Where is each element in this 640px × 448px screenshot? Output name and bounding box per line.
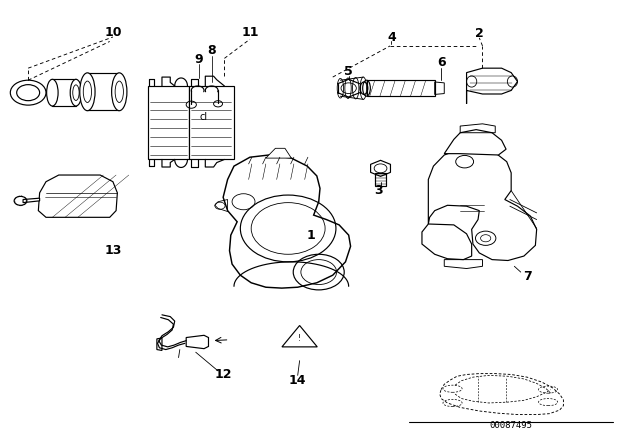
Text: 9: 9 bbox=[195, 53, 204, 66]
Text: 14: 14 bbox=[289, 374, 307, 387]
Ellipse shape bbox=[80, 73, 95, 111]
Polygon shape bbox=[428, 148, 537, 260]
Polygon shape bbox=[266, 148, 291, 158]
Polygon shape bbox=[88, 73, 119, 111]
Text: 11: 11 bbox=[241, 26, 259, 39]
Polygon shape bbox=[148, 86, 189, 159]
Polygon shape bbox=[189, 86, 234, 159]
Text: 00087495: 00087495 bbox=[490, 421, 532, 430]
Text: 10: 10 bbox=[104, 26, 122, 39]
Polygon shape bbox=[223, 155, 351, 288]
Text: 7: 7 bbox=[523, 270, 531, 283]
Polygon shape bbox=[467, 68, 518, 104]
Text: 5: 5 bbox=[344, 65, 353, 78]
Text: 4: 4 bbox=[387, 30, 396, 43]
Text: 12: 12 bbox=[214, 368, 232, 381]
Polygon shape bbox=[52, 79, 76, 106]
Text: 13: 13 bbox=[104, 244, 122, 257]
Text: 3: 3 bbox=[374, 184, 383, 197]
Text: cl: cl bbox=[200, 112, 208, 122]
Ellipse shape bbox=[70, 79, 82, 106]
Text: 6: 6 bbox=[436, 56, 445, 69]
Text: 2: 2 bbox=[475, 27, 484, 40]
Polygon shape bbox=[444, 129, 506, 155]
Polygon shape bbox=[422, 224, 472, 260]
Text: !: ! bbox=[298, 334, 301, 343]
Polygon shape bbox=[23, 198, 40, 202]
Text: 1: 1 bbox=[306, 228, 315, 241]
Text: 8: 8 bbox=[207, 44, 216, 57]
Polygon shape bbox=[38, 175, 117, 217]
Ellipse shape bbox=[111, 73, 127, 111]
Ellipse shape bbox=[47, 79, 58, 106]
Polygon shape bbox=[157, 338, 162, 350]
Polygon shape bbox=[186, 335, 209, 349]
